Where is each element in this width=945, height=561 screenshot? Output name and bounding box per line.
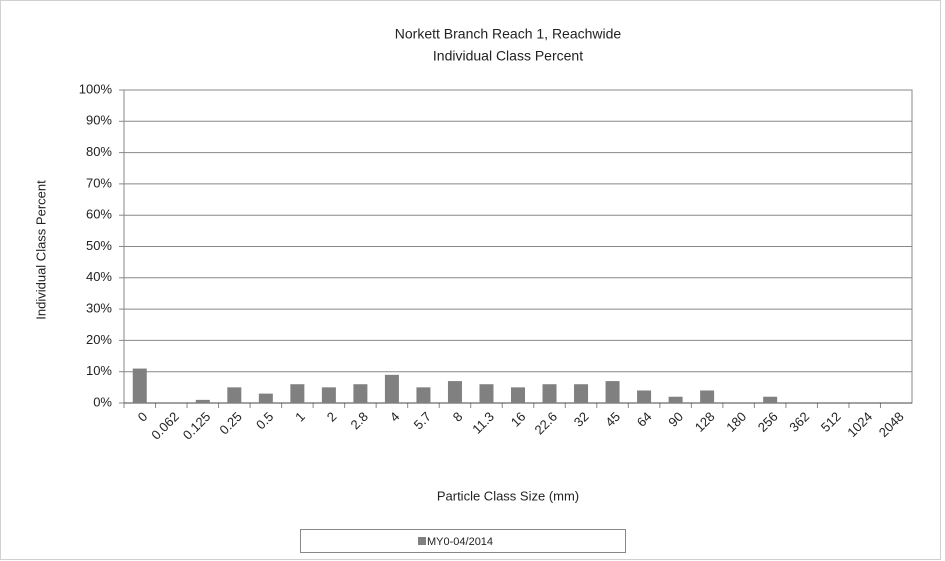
bar: [763, 396, 778, 403]
legend-swatch: [418, 537, 426, 545]
bar: [605, 381, 620, 403]
bar: [479, 384, 494, 403]
bar: [321, 387, 336, 403]
bar: [637, 390, 652, 403]
bar: [132, 368, 147, 403]
bar: [353, 384, 368, 403]
bar: [195, 399, 210, 403]
y-tick-label: 90%: [86, 113, 112, 128]
x-axis-label: Particle Class Size (mm): [437, 488, 579, 503]
y-tick-label: 60%: [86, 207, 112, 222]
bar: [416, 387, 431, 403]
y-tick-label: 30%: [86, 301, 112, 316]
bar: [700, 390, 715, 403]
y-tick-label: 0%: [93, 394, 112, 409]
y-tick-label: 40%: [86, 269, 112, 284]
bar: [227, 387, 242, 403]
bar: [542, 384, 557, 403]
chart-title: Norkett Branch Reach 1, Reachwide: [395, 26, 622, 42]
y-tick-label: 10%: [86, 363, 112, 378]
bar: [384, 374, 399, 403]
y-tick-label: 70%: [86, 175, 112, 190]
y-axis-label: Individual Class Percent: [33, 180, 48, 320]
y-tick-label: 20%: [86, 332, 112, 347]
legend-box: [300, 529, 626, 553]
y-tick-label: 50%: [86, 238, 112, 253]
bar: [447, 381, 462, 403]
chart-subtitle: Individual Class Percent: [433, 48, 583, 64]
bar: [290, 384, 305, 403]
legend-label: MY0-04/2014: [427, 536, 493, 548]
bar: [511, 387, 525, 403]
bar: [574, 384, 589, 403]
bar: [258, 393, 273, 403]
y-tick-label: 100%: [79, 81, 113, 96]
y-tick-label: 80%: [86, 144, 112, 159]
bar: [668, 396, 683, 403]
